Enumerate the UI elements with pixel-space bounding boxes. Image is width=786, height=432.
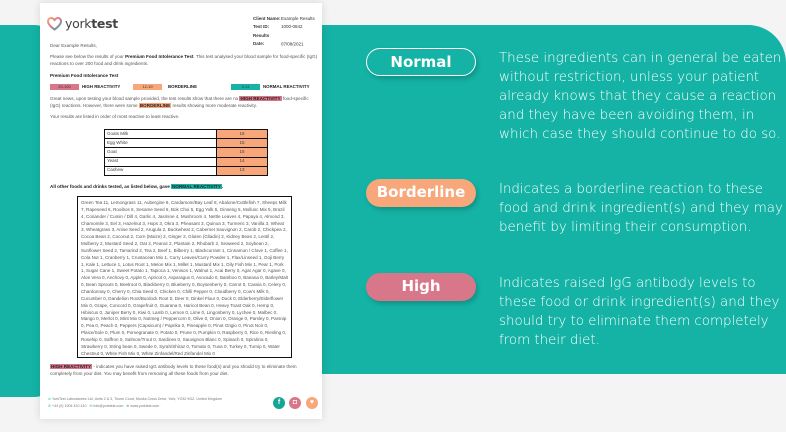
news-text-mid: food-specific (IgG) reactions. However, … — [50, 96, 309, 108]
high-pill: High — [366, 273, 476, 301]
results-date-label: Results Date: — [253, 32, 270, 46]
heart-logo-icon — [47, 17, 62, 32]
food-name: Goats Milk — [104, 128, 217, 140]
food-value: 15 — [216, 138, 268, 149]
legend-borderline-label: BORDERLINE — [168, 84, 198, 89]
twitter-icon[interactable]: ♥ — [306, 397, 318, 409]
food-value: 13 — [216, 165, 268, 176]
intro-paragraph: Please see below the results of your Pre… — [50, 54, 318, 68]
logo-text-york: york — [65, 16, 92, 31]
legend-borderline-range: 12-19 — [133, 84, 162, 90]
report-document: yorktest Client Name:Example Results Tes… — [40, 3, 322, 419]
others-text: All other foods and drinks tested, as li… — [50, 184, 172, 189]
client-name-label: Client Name: — [253, 16, 281, 21]
footer-web[interactable]: www.yorktest.com — [130, 404, 160, 408]
table-row: Egg White 15 — [104, 138, 268, 149]
food-name: Goat — [104, 147, 217, 158]
high-reactivity-note: HIGH REACTIVITY - indicates you have rai… — [50, 364, 318, 378]
food-name: Yeast — [104, 156, 217, 167]
test-id-label: Test ID: — [253, 24, 270, 30]
phone-icon: ✆ — [48, 404, 52, 408]
intro-test-name: Premium Food Intolerance Test — [125, 54, 194, 59]
test-title: Premium Food Intolerance Test — [50, 73, 119, 78]
results-date: 07/08/2021 — [281, 40, 304, 46]
food-value: 15 — [216, 147, 268, 158]
high-note-text: - indicates you have raised IgG antibody… — [50, 364, 297, 376]
footer-email[interactable]: info@yorktest.com — [93, 404, 124, 408]
news-text-end: results showing more moderate reactivity… — [171, 102, 257, 108]
borderline-description: Indicates a borderline reaction to these… — [499, 182, 783, 235]
logo-text-test: test — [91, 16, 118, 31]
yorktest-logo: yorktest — [47, 15, 118, 34]
footer-phone: +44 (0) 1904 410 410 — [52, 404, 87, 408]
legend-normal-label: NORMAL REACTIVITY — [263, 84, 310, 89]
normal-pill: Normal — [366, 48, 476, 76]
intro-text-end: . This test analysed your blood sample f… — [50, 54, 318, 66]
table-row: Goat 15 — [104, 147, 268, 158]
others-heading: All other foods and drinks tested, as li… — [50, 184, 318, 191]
others-text-end: . — [221, 184, 224, 189]
order-note: Your results are listed in order of most… — [50, 114, 180, 119]
footer: ⊙ YorkTest Laboratories Ltd, Units 2 & 3… — [48, 396, 222, 410]
location-icon: ⊙ — [48, 397, 52, 401]
greeting: Dear Example Results, — [50, 43, 97, 48]
web-icon: ⊕ — [126, 404, 130, 408]
legend-high-label: HIGH REACTIVITY — [82, 84, 121, 89]
high-reactivity-highlight: HIGH REACTIVITY — [239, 96, 282, 101]
instagram-icon[interactable]: ◘ — [289, 397, 301, 409]
food-name: Egg White — [104, 138, 217, 149]
food-value: 14 — [216, 156, 268, 167]
high-description: Indicates raised IgG antibody levels to … — [499, 276, 780, 348]
footer-address: YorkTest Laboratories Ltd, Units 2 & 3, … — [51, 397, 222, 401]
high-reactivity-highlight: HIGH REACTIVITY — [50, 364, 93, 369]
news-text: Great news, upon testing your blood samp… — [50, 96, 240, 101]
normal-foods-list: Green Tea 11, Lemongrass 11, Aubergine 8… — [77, 196, 292, 358]
legend-high-range: 20-100 — [50, 84, 79, 90]
news-paragraph: Great news, upon testing your blood samp… — [50, 96, 318, 110]
reactivity-legend: 20-100 HIGH REACTIVITY 12-19 BORDERLINE … — [50, 84, 318, 90]
results-table: Goats Milk 16 Egg White 15 Goat 15 Yeast 14 … — [104, 128, 268, 176]
table-row: Goats Milk 16 — [104, 128, 268, 140]
normal-reactivity-highlight: NORMAL REACTIVITY — [171, 184, 222, 189]
client-info: Client Name:Example Results Test ID: 1000… — [253, 15, 315, 48]
food-name: Cashew — [104, 165, 217, 176]
normal-description: These ingredients can in general be eate… — [499, 51, 782, 142]
food-value: 16 — [216, 128, 268, 140]
table-row: Yeast 14 — [104, 156, 268, 167]
intro-text: Please see below the results of your — [50, 54, 126, 59]
borderline-highlight: BORDERLINE — [138, 102, 172, 108]
table-row: Cashew 13 — [104, 165, 268, 176]
borderline-pill: Borderline — [366, 179, 476, 207]
legend-normal-range: 0-11 — [231, 84, 260, 90]
test-id: 1000-0842 — [281, 24, 303, 30]
email-icon: ✉ — [89, 404, 93, 408]
facebook-icon[interactable]: f — [273, 397, 285, 409]
client-name: Example Results — [281, 16, 315, 21]
